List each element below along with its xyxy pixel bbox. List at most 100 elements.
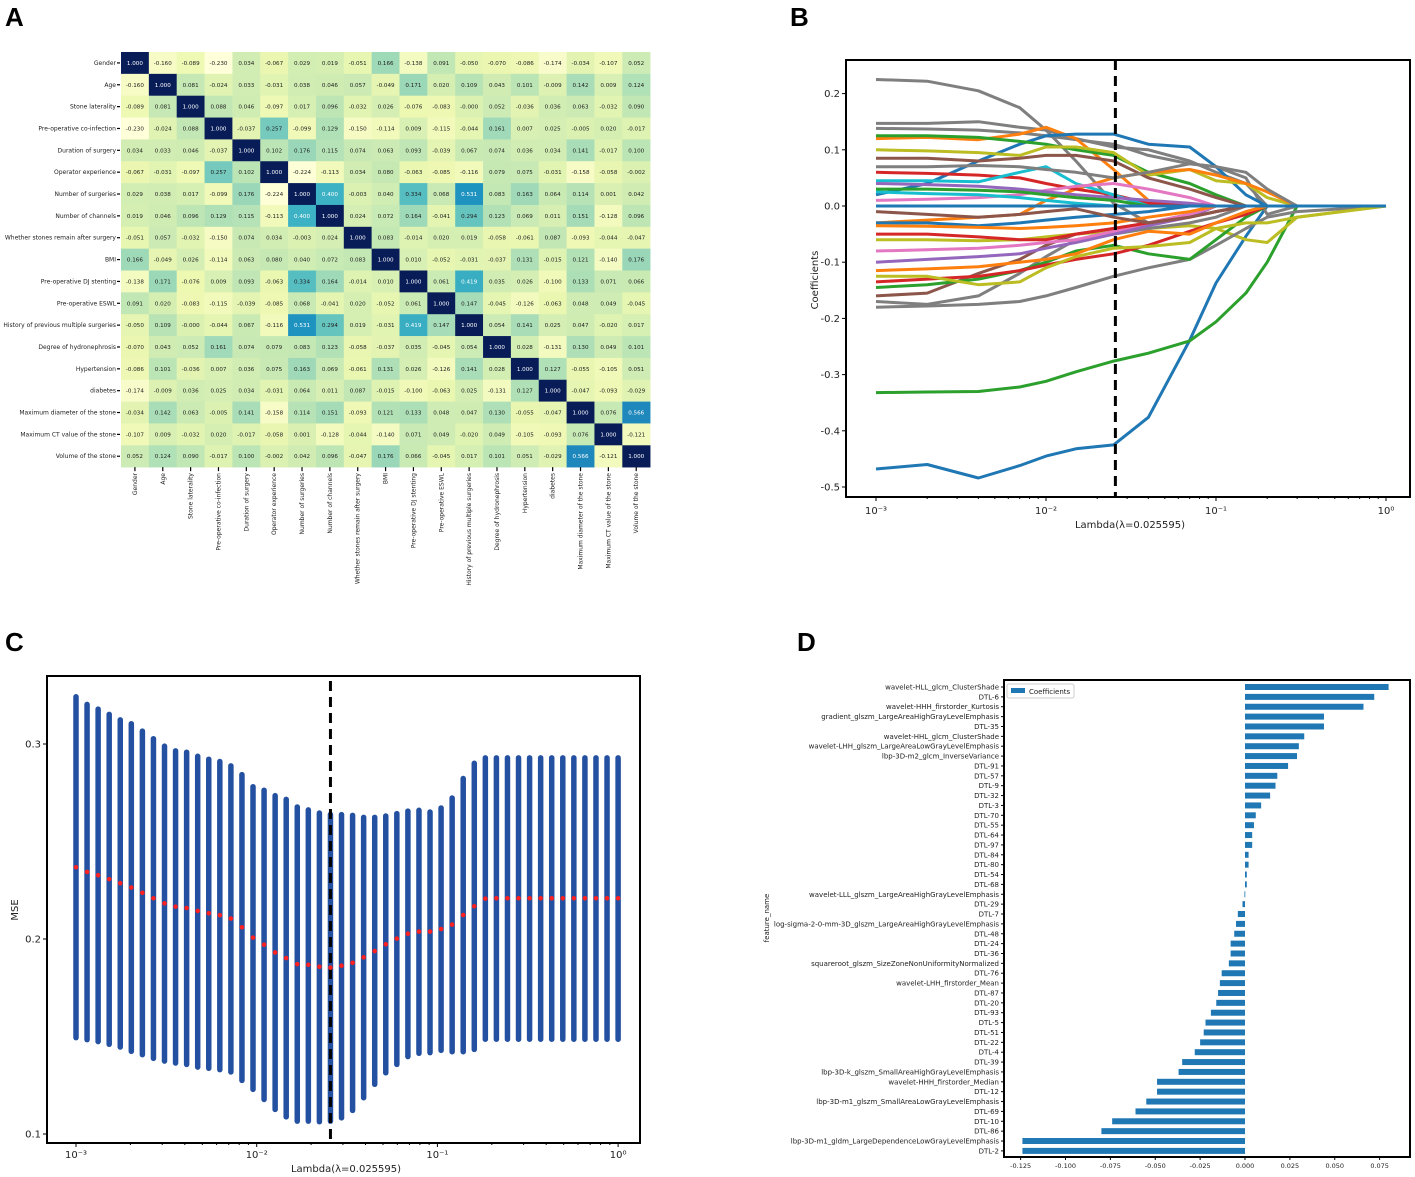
heatmap-cell <box>371 204 400 228</box>
heatmap-cell <box>343 183 372 206</box>
heatmap-cell <box>538 204 567 228</box>
heatmap-cell-value: 0.087 <box>350 389 366 395</box>
heatmap-cell <box>566 204 595 228</box>
y-tick-label: -0.3 <box>820 370 840 381</box>
heatmap-cell <box>148 270 177 293</box>
heatmap-cell <box>622 379 651 402</box>
coefficient-path-line <box>876 162 1386 208</box>
heatmap-cell <box>566 314 595 337</box>
heatmap-cell <box>622 357 651 381</box>
heatmap-cell <box>566 161 595 184</box>
heatmap-cell <box>343 379 372 402</box>
heatmap-cell-value: 0.400 <box>322 192 338 198</box>
x-tick-label: 10⁻³ <box>65 1150 87 1161</box>
y-axis-label: feature_name <box>763 894 771 943</box>
heatmap-cell <box>148 248 177 271</box>
heatmap-cell-value: 0.034 <box>238 61 254 67</box>
heatmap-cell-value: -0.029 <box>627 389 645 395</box>
heatmap-cell-value: -0.093 <box>599 389 617 395</box>
heatmap-cell <box>538 423 567 446</box>
heatmap-cell <box>483 357 512 381</box>
heatmap-cell <box>315 292 345 315</box>
heatmap-cell <box>566 379 595 402</box>
heatmap-cell-value: 1.000 <box>322 214 338 220</box>
heatmap-cell <box>204 314 233 337</box>
feature-name-label: wavelet-HHL_glcm_ClusterShade <box>884 733 999 741</box>
heatmap-cell-value: -0.138 <box>126 279 144 285</box>
mean-mse-point <box>261 942 267 947</box>
mean-mse-point <box>560 895 566 901</box>
heatmap-cell <box>622 292 651 315</box>
heatmap-cell-value: -0.063 <box>265 279 283 285</box>
mean-mse-point <box>483 896 488 901</box>
heatmap-cell-value: 0.176 <box>238 192 254 198</box>
heatmap-cell-value: 0.109 <box>155 323 171 329</box>
mean-mse-point <box>372 948 378 954</box>
heatmap-cell-value: -0.115 <box>432 126 450 132</box>
heatmap-cell <box>343 226 372 249</box>
heatmap-cell-value: -0.063 <box>544 301 562 307</box>
feature-name-label: DTL-22 <box>974 1039 999 1047</box>
heatmap-cell <box>148 379 177 402</box>
heatmap-cell <box>510 401 540 424</box>
heatmap-cell <box>622 95 651 118</box>
heatmap-cell-value: 0.026 <box>378 105 394 111</box>
heatmap-cell <box>232 117 261 140</box>
heatmap-cell <box>594 401 623 424</box>
heatmap-cell <box>622 183 651 206</box>
heatmap-cell <box>371 379 400 402</box>
heatmap-cell <box>288 423 317 446</box>
heatmap-cell-value: -0.031 <box>265 389 283 395</box>
mean-mse-point <box>615 895 621 901</box>
coefficient-bar <box>1210 1009 1245 1016</box>
heatmap-cell-value: 0.017 <box>461 454 477 460</box>
feature-name-label: log-sigma-2-0-mm-3D_glszm_LargeAreaHighG… <box>774 920 999 928</box>
heatmap-cell <box>121 423 150 446</box>
coefficient-bar <box>1205 1019 1245 1026</box>
heatmap-cell-value: -0.115 <box>209 301 227 307</box>
heatmap-cell-value: 0.035 <box>405 345 421 351</box>
feature-name-label: lbp-3D-m2_glcm_InverseVariance <box>882 753 999 761</box>
mean-mse-point <box>106 876 112 882</box>
heatmap-row-label: Pre-operative co-infection <box>38 125 116 132</box>
heatmap-cell-value: -0.121 <box>599 454 617 460</box>
heatmap-cell <box>232 52 261 75</box>
heatmap-cell <box>566 248 595 271</box>
coefficient-bar <box>1245 851 1249 858</box>
heatmap-cell <box>121 161 150 184</box>
mean-mse-point <box>516 895 521 901</box>
heatmap-cell <box>288 183 317 206</box>
heatmap-cell <box>315 161 345 184</box>
heatmap-cell <box>260 117 289 140</box>
heatmap-cell-value: -0.031 <box>265 83 283 89</box>
coefficient-bar <box>1245 733 1305 740</box>
heatmap-cell-value: -0.017 <box>599 148 617 154</box>
heatmap-cell-value: -0.070 <box>488 61 506 67</box>
heatmap-cell-value: -0.097 <box>182 170 200 176</box>
x-tick-label: -0.125 <box>1010 1162 1031 1170</box>
heatmap-cell-value: 0.294 <box>461 214 477 220</box>
heatmap-cell <box>566 139 595 162</box>
coefficient-bar <box>1245 684 1389 690</box>
mean-mse-point <box>505 895 510 901</box>
feature-name-label: DTL-5 <box>979 1019 999 1027</box>
heatmap-cell-value: 0.040 <box>378 192 394 198</box>
heatmap-cell <box>121 183 150 206</box>
cross-validation-mse-chart: 0.3 0.2 0.1 10⁻³ 10⁻² 10⁻¹ 10⁰ Lambda(λ=0.02559… <box>10 675 641 1175</box>
heatmap-cell <box>315 445 345 468</box>
heatmap-cell-value: -0.083 <box>432 105 450 111</box>
coefficient-bar <box>1146 1098 1245 1105</box>
heatmap-cell <box>594 204 623 228</box>
heatmap-cell-value: 0.100 <box>628 148 644 154</box>
heatmap-cell <box>510 445 540 468</box>
mean-mse-point <box>317 964 322 969</box>
heatmap-cell <box>232 336 261 359</box>
heatmap-cell <box>148 183 177 206</box>
coefficient-bar <box>1234 930 1245 937</box>
heatmap-cell-value: 0.419 <box>405 323 421 329</box>
coefficient-bar <box>1218 989 1245 996</box>
heatmap-cell-value: 1.000 <box>294 192 310 198</box>
mean-mse-point <box>206 910 212 916</box>
x-tick-label: 10⁻² <box>1035 506 1057 517</box>
heatmap-cell <box>594 270 623 293</box>
